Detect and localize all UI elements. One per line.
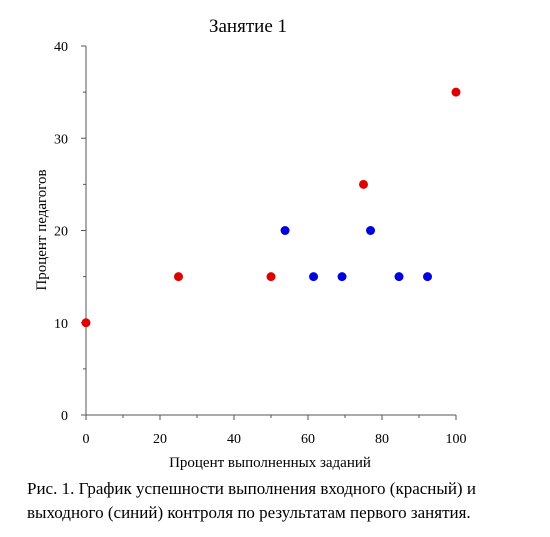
- y-tick-label: 0: [61, 409, 68, 424]
- x-tick-label: 40: [227, 432, 241, 447]
- data-point: [174, 272, 183, 282]
- data-point: [366, 226, 376, 235]
- data-point: [451, 87, 461, 97]
- data-point: [309, 272, 319, 282]
- ticks: 0 10 20 30 40 0 20 40 60 80 100: [54, 40, 467, 447]
- x-tick-label: 60: [301, 432, 315, 447]
- y-tick-label: 40: [54, 40, 68, 55]
- scatter-chart: Занятие 1 0 10 20 30 40 0 20 40 60 80 100 Процент …: [34, 16, 467, 471]
- x-tick-label: 80: [375, 432, 389, 447]
- y-axis-label: Процент педагогов: [34, 169, 50, 290]
- x-tick-label: 20: [153, 432, 167, 447]
- axes: [85, 46, 456, 416]
- data-point: [266, 272, 276, 282]
- y-tick-label: 30: [54, 132, 68, 147]
- data-point: [81, 318, 91, 328]
- data-points: [81, 87, 461, 328]
- data-point: [280, 226, 290, 235]
- data-point: [359, 179, 368, 189]
- y-tick-label: 10: [54, 317, 68, 332]
- x-tick-label: 0: [83, 432, 90, 447]
- figure-caption: Рис. 1. График успешности выполнения вхо…: [27, 479, 476, 522]
- data-point: [394, 272, 404, 282]
- x-tick-label: 100: [446, 432, 467, 447]
- chart-title: Занятие 1: [209, 16, 287, 37]
- x-axis-label: Процент выполненных заданий: [169, 455, 371, 471]
- data-point: [423, 272, 433, 282]
- y-tick-label: 20: [54, 225, 68, 240]
- data-point: [337, 272, 347, 282]
